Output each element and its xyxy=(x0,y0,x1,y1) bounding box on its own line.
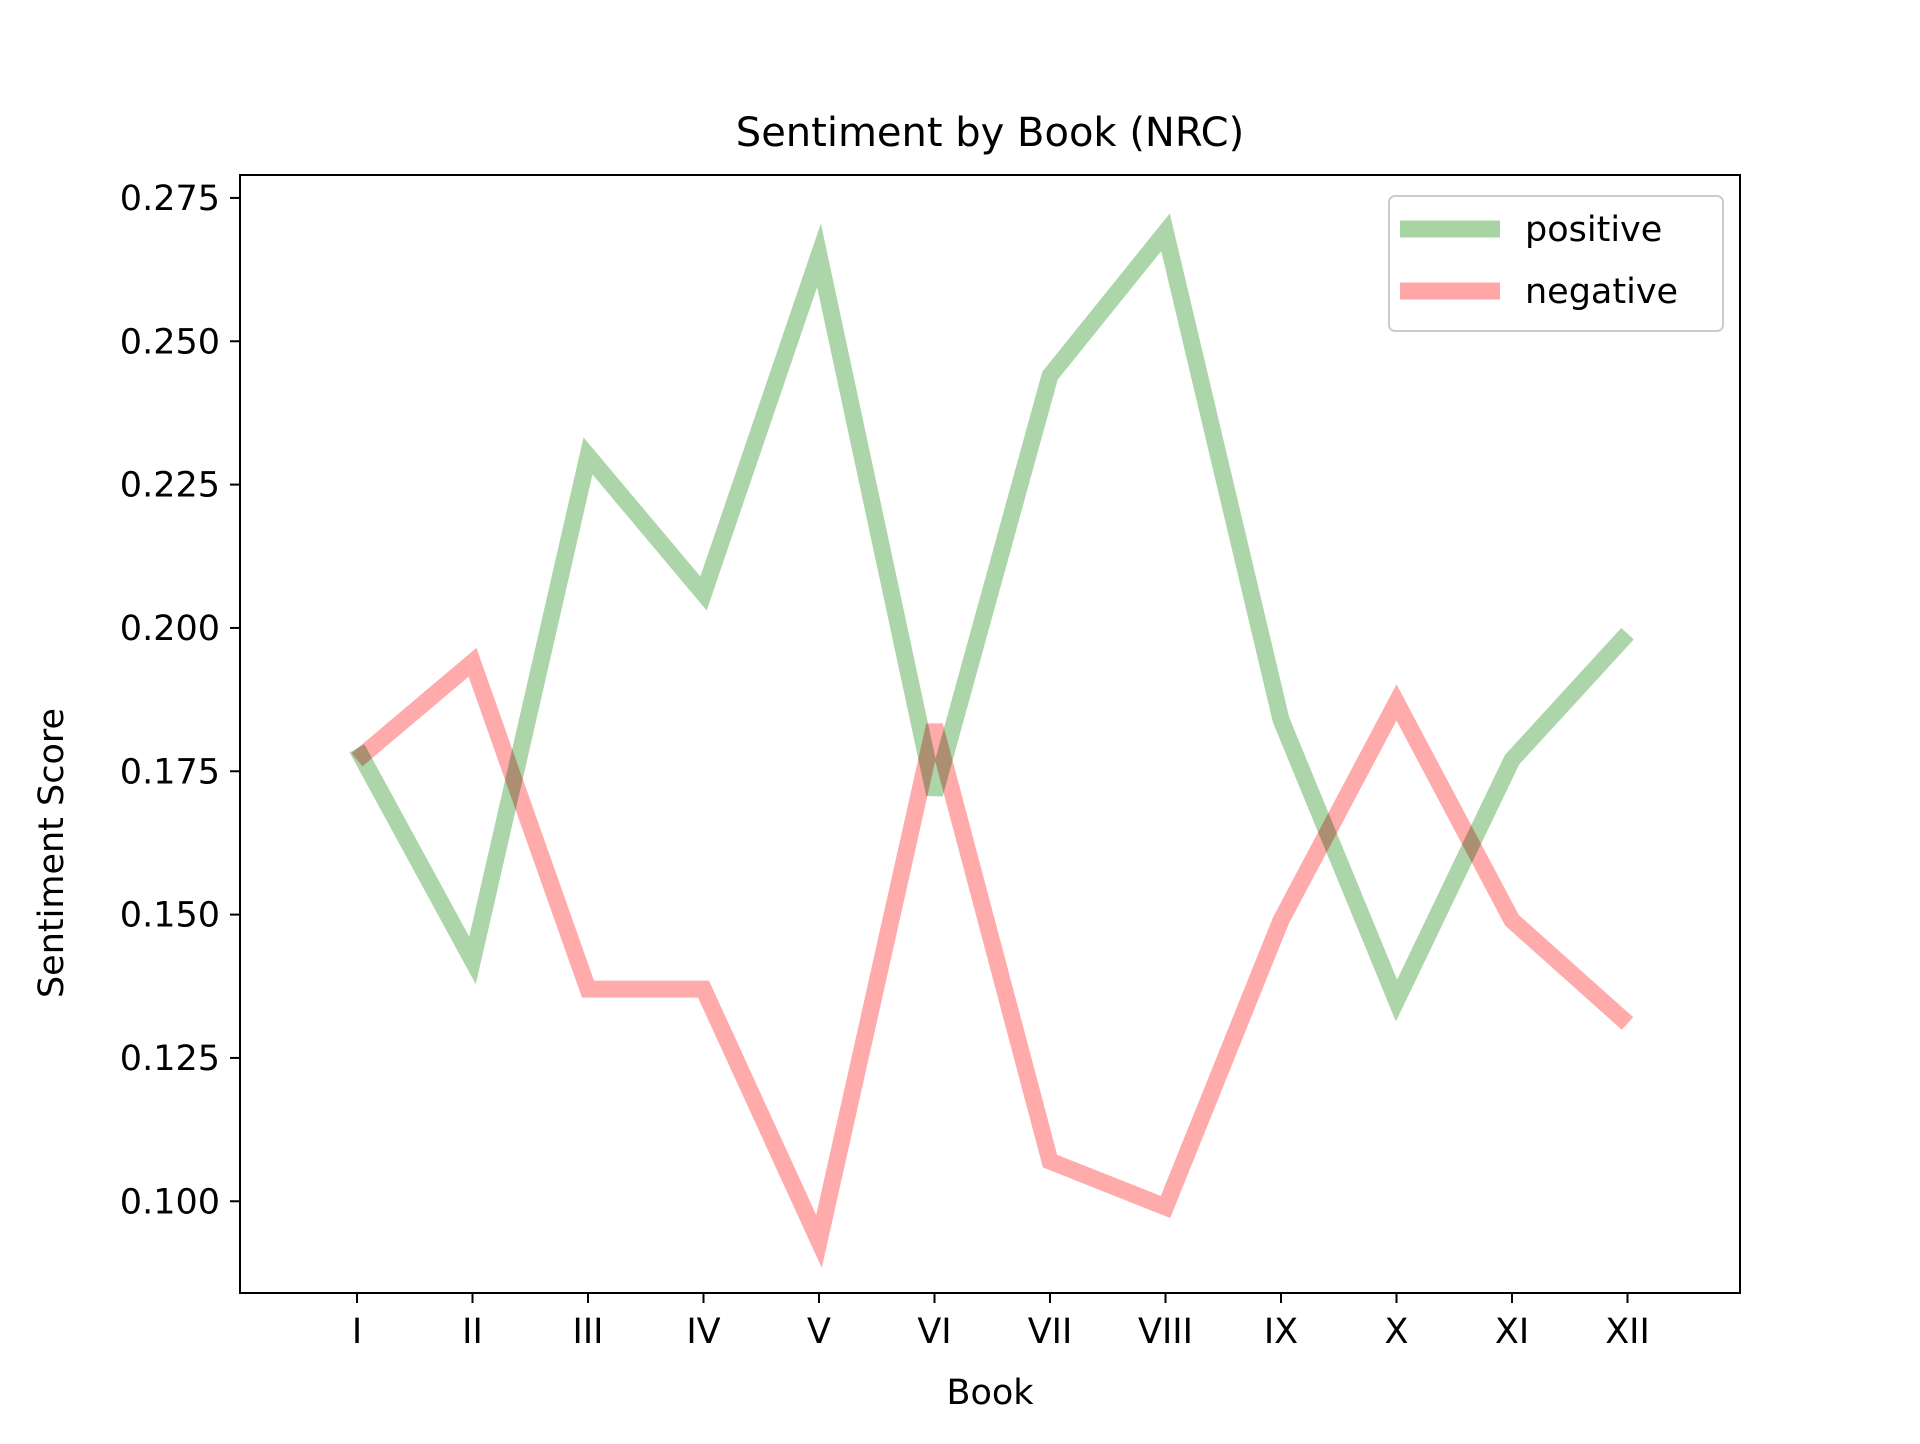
x-tick-label: VI xyxy=(917,1312,951,1352)
x-axis-label: Book xyxy=(946,1373,1034,1413)
x-tick-label: IX xyxy=(1264,1312,1298,1352)
y-tick-label: 0.100 xyxy=(120,1182,220,1222)
x-tick-label: III xyxy=(573,1312,604,1352)
x-tick-label: XII xyxy=(1605,1312,1650,1352)
y-tick-label: 0.275 xyxy=(120,179,220,219)
x-tick-label: IV xyxy=(686,1312,720,1352)
y-tick-label: 0.175 xyxy=(120,752,220,792)
x-tick-label: VIII xyxy=(1138,1312,1193,1352)
legend: positive negative xyxy=(1388,195,1724,332)
x-tick-label: I xyxy=(352,1312,362,1352)
plot-frame xyxy=(239,174,1741,1294)
legend-label-positive: positive xyxy=(1525,210,1662,250)
y-tick-label: 0.225 xyxy=(120,466,220,506)
x-tick-label: X xyxy=(1385,1312,1409,1352)
y-tick-label: 0.150 xyxy=(120,896,220,936)
series-layer xyxy=(349,213,1634,1268)
series-line-negative xyxy=(351,647,1634,1268)
x-tick-label: VII xyxy=(1028,1312,1073,1352)
chart-title: Sentiment by Book (NRC) xyxy=(736,110,1244,156)
axes-layer: 0.100 0.125 0.150 0.175 0.200 0.225 0.250 0.275… xyxy=(120,174,1741,1352)
y-axis-label: Sentiment Score xyxy=(32,708,72,998)
series-line-positive xyxy=(349,213,1634,1022)
x-tick-label: II xyxy=(462,1312,483,1352)
y-tick-label: 0.125 xyxy=(120,1039,220,1079)
legend-label-negative: negative xyxy=(1525,272,1678,312)
x-tick-label: V xyxy=(807,1312,831,1352)
y-tick-label: 0.200 xyxy=(120,609,220,649)
x-tick-label: XI xyxy=(1495,1312,1529,1352)
y-tick-label: 0.250 xyxy=(120,322,220,362)
